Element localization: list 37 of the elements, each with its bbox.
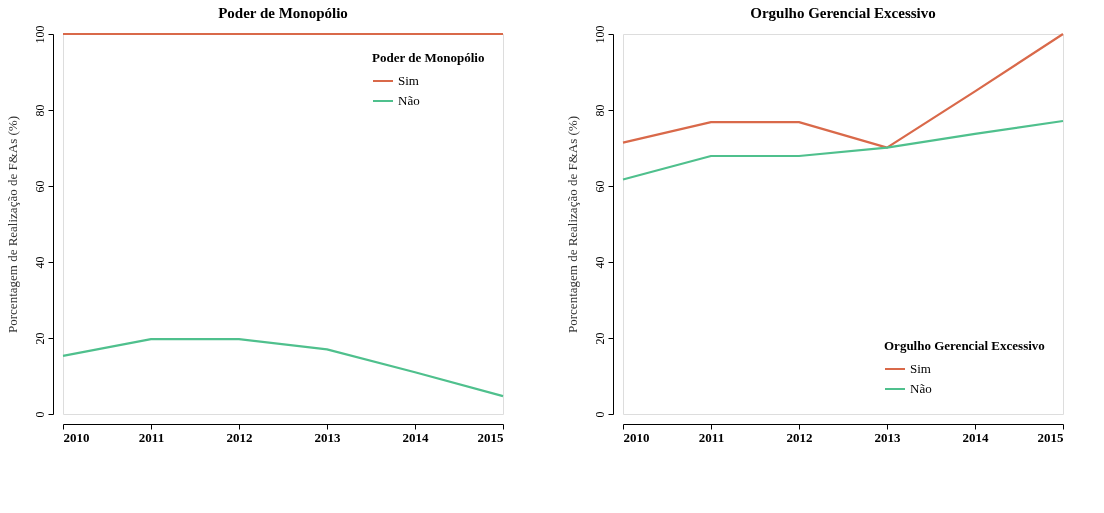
legend-title: Orgulho Gerencial Excessivo — [750, 5, 936, 21]
y-tick-label: 100 — [32, 25, 47, 44]
y-tick-label: 80 — [592, 104, 607, 117]
text: Orgulho Gerencial Excessivo — [884, 338, 1045, 353]
y-tick-label: 60 — [592, 180, 607, 193]
y-tick-label: 20 — [32, 332, 47, 345]
y-tick-label: 40 — [32, 256, 47, 269]
text: Poder de Monopólio — [372, 50, 485, 65]
legend-title: Poder de Monopólio — [218, 5, 348, 21]
x-tick-label: 2014 — [962, 429, 989, 445]
legend-label: Não — [398, 93, 420, 108]
y-axis-title: Porcentagem de Realização de F&As (%) — [4, 116, 20, 333]
legend-label: Sim — [910, 361, 931, 376]
legend-label: Não — [910, 381, 932, 396]
x-tick-label: 2015 — [1037, 429, 1064, 445]
y-tick-label: 60 — [32, 180, 47, 193]
x-tick-label: 2013 — [314, 429, 341, 445]
y-tick-label: 0 — [32, 411, 47, 418]
y-tick-label: 0 — [592, 411, 607, 418]
x-tick-label: 2014 — [402, 429, 429, 445]
line-series — [621, 32, 1065, 149]
line-series — [621, 119, 1065, 181]
legend-label: Sim — [398, 73, 419, 88]
x-tick-label: 2011 — [138, 429, 165, 445]
x-tick-label: 2012 — [226, 429, 253, 445]
x-tick-label: 2012 — [786, 429, 813, 445]
x-tick-label: 2010 — [63, 429, 90, 445]
x-tick-label: 2011 — [698, 429, 725, 445]
x-tick-label: 2013 — [874, 429, 901, 445]
line-series — [61, 338, 505, 398]
x-tick-label: 2015 — [477, 429, 504, 445]
y-tick-label: 20 — [592, 332, 607, 345]
y-tick-label: 100 — [592, 25, 607, 44]
y-axis-title: Porcentagem de Realização de F&As (%) — [564, 116, 580, 333]
y-tick-label: 80 — [32, 104, 47, 117]
x-tick-label: 2010 — [623, 429, 650, 445]
y-tick-label: 40 — [592, 256, 607, 269]
